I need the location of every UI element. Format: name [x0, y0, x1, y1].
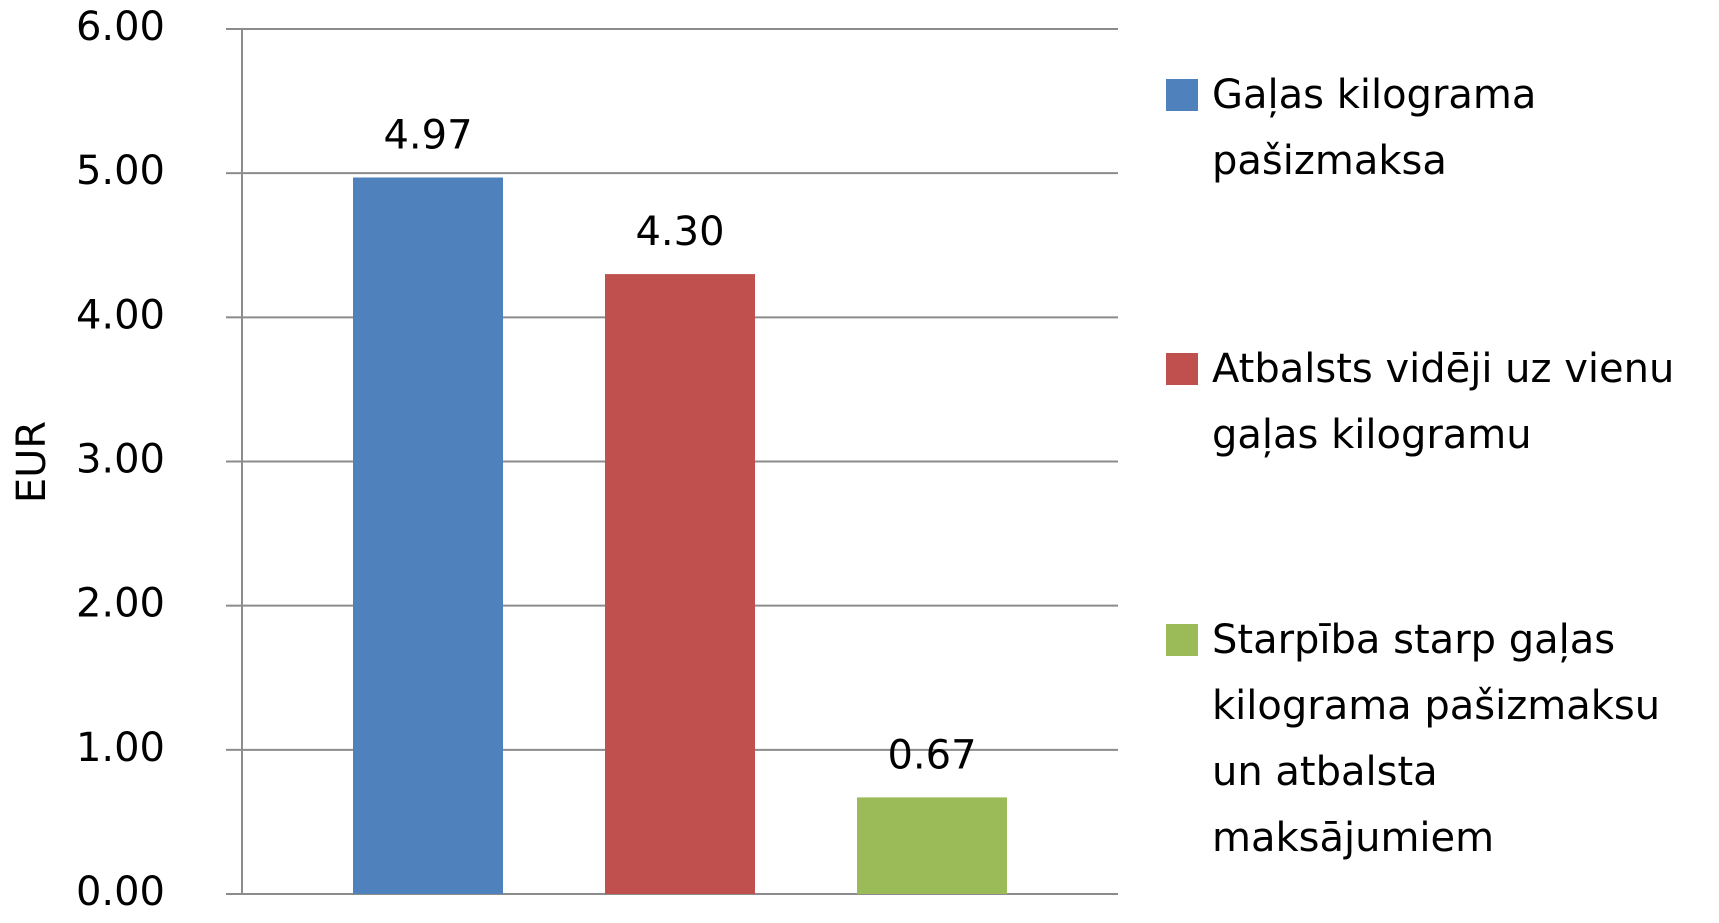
bar [605, 274, 755, 894]
y-tick-label: 1.00 [76, 725, 165, 771]
y-axis-label: EUR [9, 421, 55, 503]
data-label: 0.67 [887, 732, 976, 778]
y-tick-label: 2.00 [76, 581, 165, 627]
y-tick-label: 0.00 [76, 869, 165, 915]
y-tick-label: 4.00 [76, 292, 165, 338]
y-tick-label: 5.00 [76, 148, 165, 194]
legend-label: Gaļas kilograma pašizmaksa [1212, 72, 1537, 184]
legend-swatch [1166, 624, 1198, 656]
legend-swatch [1166, 353, 1198, 385]
legend-swatch [1166, 79, 1198, 111]
bar [857, 797, 1007, 894]
y-tick-label: 6.00 [76, 4, 165, 50]
legend-label: Atbalsts vidēji uz vienu gaļas kilogramu [1212, 346, 1675, 458]
bar [353, 177, 503, 894]
legend-label: Starpība starp gaļas kilograma pašizmaks… [1212, 617, 1661, 861]
data-label: 4.30 [635, 209, 724, 255]
y-tick-label: 3.00 [76, 437, 165, 483]
data-label: 4.97 [383, 112, 472, 158]
